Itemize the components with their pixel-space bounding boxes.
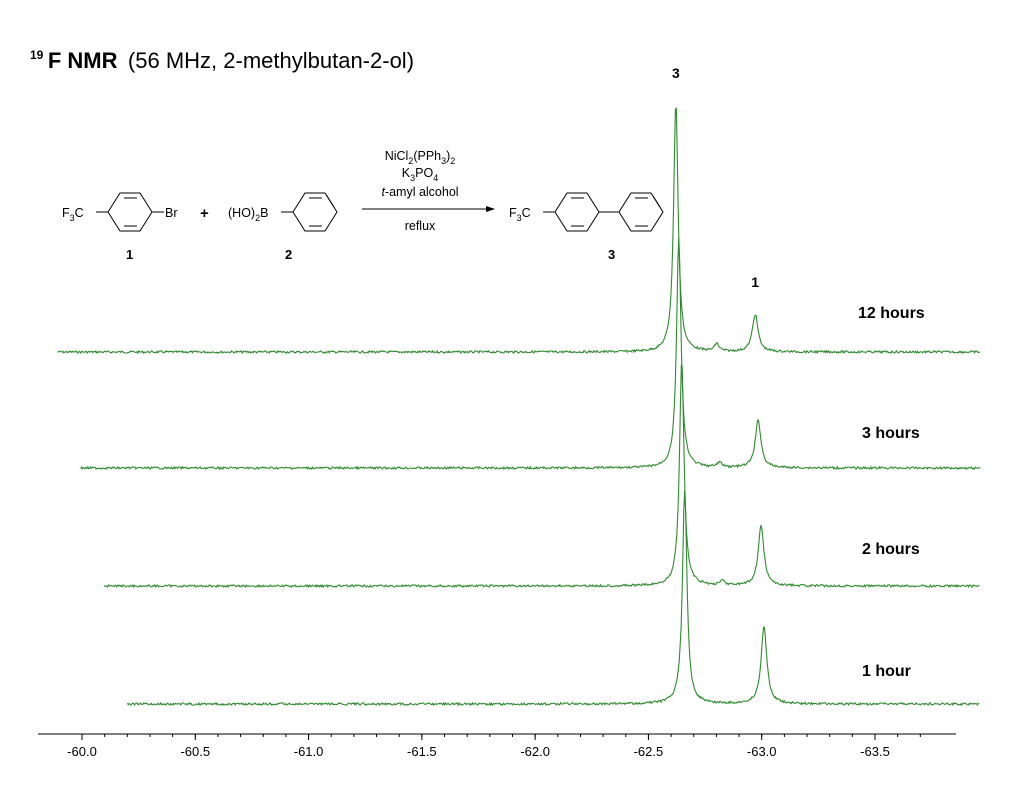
spectrum-trace <box>103 364 980 589</box>
peak-labels: 31 <box>672 65 759 290</box>
reactant2-benzene-ring <box>292 192 338 232</box>
title-isotope: 19 <box>30 48 44 62</box>
x-tick-label: -60.5 <box>180 744 210 759</box>
reactant2-boronic-acid: (HO)2B <box>228 206 268 223</box>
chart-title: 19 F NMR (56 MHz, 2-methylbutan-2-ol) <box>30 46 414 73</box>
spectrum-trace <box>57 107 981 355</box>
trace-label: 12 hours <box>858 305 925 322</box>
x-tick-label: -60.0 <box>67 744 97 759</box>
reaction-scheme: F3C Br 1 + (HO)2B 2 NiCl2(PPh3)2 K3PO4 t… <box>62 149 664 262</box>
compound-number-2: 2 <box>285 247 292 262</box>
product-cf3: F3C <box>509 206 531 223</box>
reactant1-br: Br <box>165 206 178 220</box>
compound-number-1: 1 <box>126 247 133 262</box>
peak-label: 1 <box>751 274 759 290</box>
product-benzene-ring-2 <box>618 192 664 232</box>
trace-labels: 12 hours 3 hours 2 hours 1 hour <box>858 305 925 680</box>
trace-label: 3 hours <box>862 425 920 442</box>
spectrum-trace <box>126 489 980 707</box>
reactant1-cf3: F3C <box>62 206 84 223</box>
reagent-catalyst: NiCl2(PPh3)2 <box>385 149 456 166</box>
product-benzene-ring-1 <box>554 192 600 232</box>
reaction-arrowhead <box>486 206 495 212</box>
x-tick-label: -61.0 <box>294 744 324 759</box>
x-tick-label: -62.5 <box>634 744 664 759</box>
product-double-bond <box>652 195 661 208</box>
plus-sign: + <box>200 205 209 222</box>
spectrum-trace <box>80 237 981 471</box>
reaction-condition: reflux <box>405 219 436 233</box>
x-tick-label: -63.0 <box>747 744 777 759</box>
title-nucleus: F NMR <box>48 48 118 73</box>
peak-label: 3 <box>672 65 680 81</box>
x-tick-label: -62.0 <box>520 744 550 759</box>
x-tick-label: -61.5 <box>407 744 437 759</box>
spectra-traces <box>57 107 981 707</box>
trace-label: 1 hour <box>862 663 911 680</box>
title-conditions: (56 MHz, 2-methylbutan-2-ol) <box>128 48 414 73</box>
reagent-base: K3PO4 <box>402 166 438 183</box>
x-axis: -60.0 -60.5 -61.0 -61.5 -62.0 -62.5 -63.0 -63.5 <box>38 733 956 759</box>
reagent-solvent: t-amyl alcohol <box>381 185 458 199</box>
trace-label: 2 hours <box>862 541 920 558</box>
reactant2-double-bond <box>326 195 335 208</box>
x-tick-label: -63.5 <box>860 744 890 759</box>
reactant1-benzene-ring <box>107 192 153 232</box>
compound-number-3: 3 <box>608 247 615 262</box>
